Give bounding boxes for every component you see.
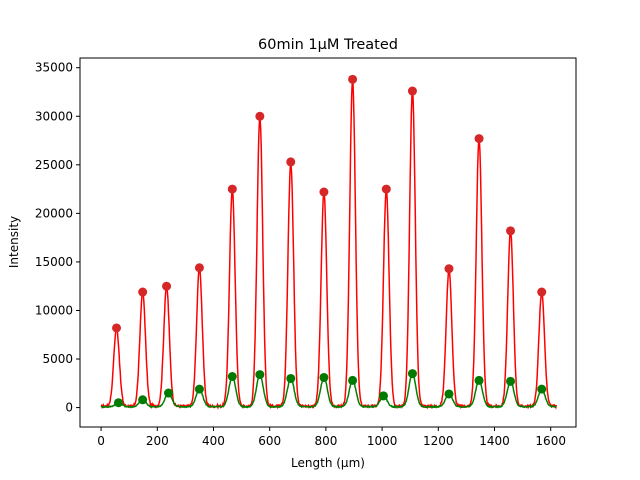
y-tick-label: 0 bbox=[65, 401, 73, 415]
red-peak-marker bbox=[537, 287, 547, 297]
red-peak-marker bbox=[227, 184, 237, 194]
x-tick-label: 800 bbox=[314, 434, 337, 448]
x-tick-label: 1400 bbox=[479, 434, 510, 448]
red-peak-marker bbox=[255, 111, 265, 121]
green-peak-marker bbox=[227, 372, 237, 382]
green-peak-marker bbox=[537, 384, 547, 394]
red-peak-marker bbox=[348, 74, 358, 84]
y-axis: 0 5000 10000 15000 20000 25000 30000 35000 bbox=[35, 61, 80, 415]
x-tick-label: 1600 bbox=[535, 434, 566, 448]
x-axis-label: Length (μm) bbox=[291, 456, 365, 470]
y-axis-label: Intensity bbox=[7, 216, 21, 268]
green-peak-marker bbox=[113, 398, 123, 408]
red-peak-marker bbox=[319, 187, 329, 197]
red-peak-marker bbox=[162, 281, 172, 291]
y-tick-label: 5000 bbox=[42, 352, 73, 366]
y-tick-label: 15000 bbox=[35, 255, 73, 269]
x-axis: 0 200 400 600 800 1000 1200 1400 1600 bbox=[97, 427, 566, 448]
green-peak-marker bbox=[138, 395, 148, 405]
x-tick-label: 600 bbox=[258, 434, 281, 448]
red-peak-marker bbox=[506, 226, 516, 236]
red-peak-marker bbox=[138, 287, 148, 297]
plot-area bbox=[100, 74, 558, 411]
red-series-line bbox=[100, 79, 558, 411]
red-peak-marker bbox=[194, 263, 204, 273]
y-tick-label: 30000 bbox=[35, 109, 73, 123]
y-tick-label: 25000 bbox=[35, 158, 73, 172]
green-peak-marker bbox=[444, 389, 454, 399]
red-peak-marker bbox=[407, 86, 417, 96]
green-peak-marker bbox=[474, 375, 484, 385]
green-peak-marker bbox=[319, 372, 329, 382]
green-peak-marker bbox=[194, 384, 204, 394]
chart-title: 60min 1μM Treated bbox=[258, 37, 398, 53]
green-peak-marker bbox=[164, 388, 174, 398]
green-peak-marker bbox=[379, 391, 389, 401]
green-peak-marker bbox=[506, 376, 516, 386]
red-peak-marker bbox=[474, 134, 484, 144]
red-peak-marker bbox=[444, 264, 454, 274]
red-peak-marker bbox=[381, 184, 391, 194]
y-tick-label: 35000 bbox=[35, 61, 73, 75]
y-tick-label: 20000 bbox=[35, 206, 73, 220]
red-peak-marker bbox=[286, 157, 296, 167]
plot-frame bbox=[79, 57, 577, 428]
x-tick-label: 0 bbox=[97, 434, 105, 448]
y-tick-label: 10000 bbox=[35, 303, 73, 317]
x-tick-label: 1200 bbox=[423, 434, 454, 448]
x-tick-label: 200 bbox=[146, 434, 169, 448]
x-tick-label: 400 bbox=[202, 434, 225, 448]
green-peak-marker bbox=[407, 369, 417, 379]
x-tick-label: 1000 bbox=[367, 434, 398, 448]
green-peak-marker bbox=[255, 370, 265, 380]
red-peak-marker bbox=[112, 323, 122, 333]
green-peak-marker bbox=[348, 375, 358, 385]
green-peak-marker bbox=[286, 373, 296, 383]
